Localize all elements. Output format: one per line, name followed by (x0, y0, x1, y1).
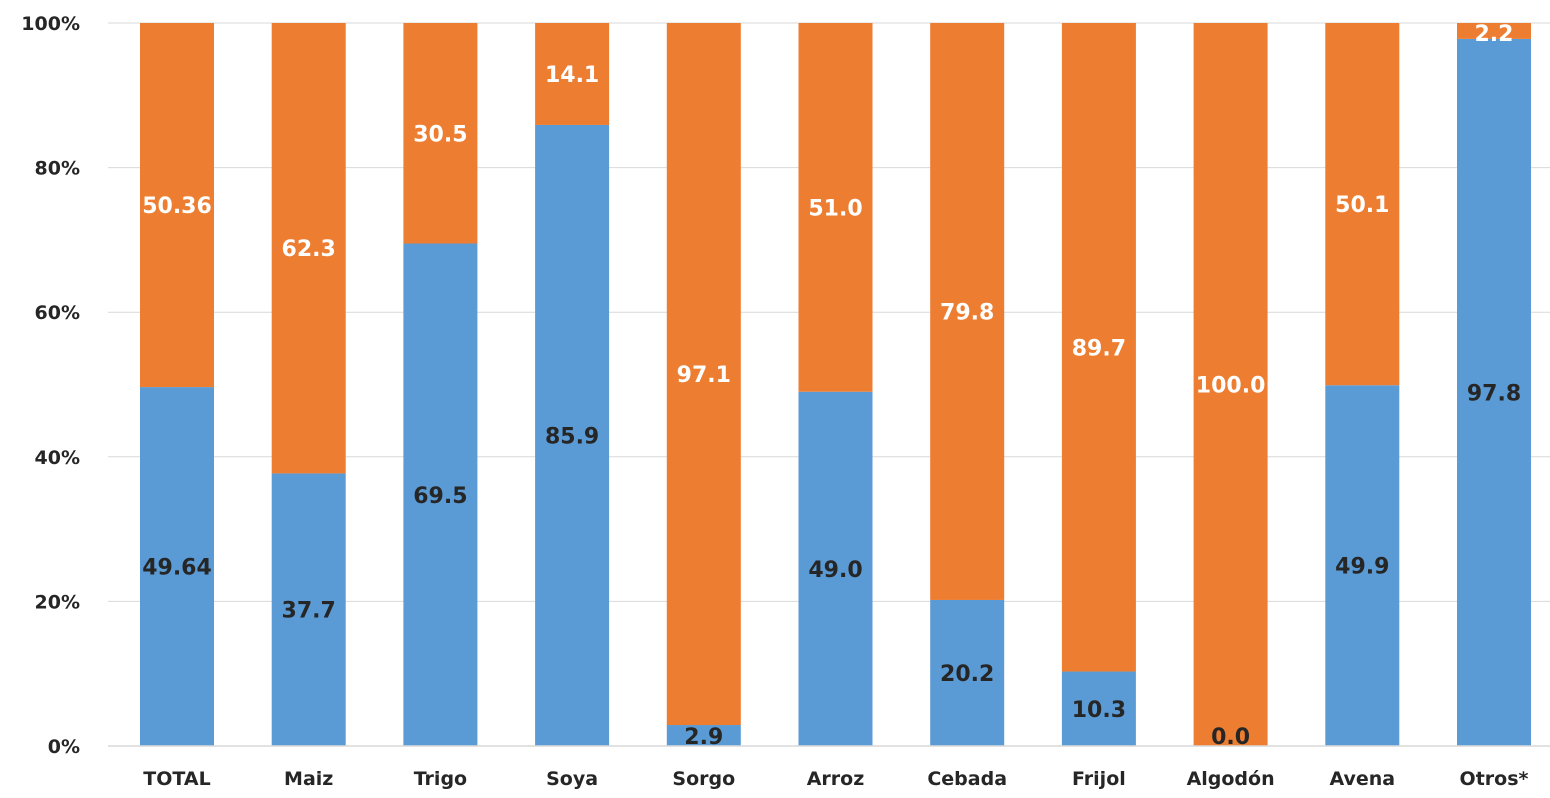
bar-segment-series-2 (271, 23, 346, 474)
data-label: 62.3 (282, 237, 336, 262)
data-label: 97.8 (1467, 381, 1521, 406)
x-tick-label: Trigo (414, 768, 467, 790)
data-label: 97.1 (677, 363, 731, 388)
bar-segment-series-2 (930, 23, 1005, 600)
data-label: 51.0 (808, 196, 862, 221)
data-label: 50.1 (1335, 193, 1389, 218)
bar-segment-series-1 (403, 243, 478, 746)
data-label: 49.64 (142, 556, 212, 581)
x-tick-label: Cebada (927, 768, 1007, 790)
bar-segment-series-1 (666, 725, 741, 746)
bar-segment-series-1 (1457, 38, 1531, 746)
data-label: 14.1 (545, 63, 599, 88)
data-label: 89.7 (1072, 336, 1126, 361)
data-label: 37.7 (282, 599, 336, 624)
bar-segment-series-1 (930, 599, 1005, 746)
y-tick-label: 60% (35, 302, 80, 324)
x-tick-label: Soya (546, 768, 598, 790)
bar-segment-series-2 (1193, 23, 1268, 746)
x-tick-label: Sorgo (672, 768, 735, 790)
x-tick-label: Avena (1329, 768, 1395, 790)
x-tick-label: Arroz (807, 768, 865, 790)
data-label: 2.2 (1475, 22, 1514, 47)
x-axis: TOTAL Maiz Trigo Soya Sorgo Arroz Cebada Frijol… (108, 745, 1550, 790)
bar-segment-series-2 (1457, 23, 1531, 39)
x-tick-label: Maiz (284, 768, 333, 790)
data-label: 30.5 (413, 122, 467, 147)
data-label: 85.9 (545, 424, 599, 449)
x-tick-label: Otros* (1460, 768, 1529, 790)
bar-segment-series-1 (1061, 671, 1136, 746)
bar-segment-series-2 (666, 23, 741, 726)
bar-segment-series-2 (403, 23, 478, 244)
y-axis: 0% 20% 40% 60% 80% 100% (21, 13, 80, 758)
y-tick-label: 0% (48, 736, 80, 758)
data-label: 20.2 (940, 662, 994, 687)
data-label: 79.8 (940, 300, 994, 325)
bar-segment-series-2 (798, 23, 873, 392)
x-tick-label: TOTAL (143, 768, 210, 790)
data-label: 100.0 (1196, 374, 1266, 399)
bar-segment-series-1 (1325, 385, 1400, 746)
bars (140, 23, 1531, 747)
data-label: 50.36 (142, 194, 212, 219)
x-tick-label: Algodón (1187, 768, 1275, 790)
y-tick-label: 100% (21, 13, 80, 35)
bar-segment-series-2 (1061, 23, 1136, 672)
bar-segment-series-1 (140, 387, 214, 746)
y-tick-label: 40% (35, 447, 80, 469)
data-label: 69.5 (413, 484, 467, 509)
bar-segment-series-2 (535, 23, 610, 125)
data-labels: 49.6450.3637.762.369.530.585.914.12.997.… (142, 22, 1521, 750)
bar-segment-series-1 (798, 391, 873, 746)
x-tick-label: Frijol (1072, 768, 1126, 790)
bar-segment-series-2 (1325, 23, 1400, 386)
data-label: 49.0 (808, 558, 862, 583)
bar-segment-series-2 (140, 23, 214, 388)
y-tick-label: 80% (35, 158, 80, 180)
bar-segment-series-1 (535, 124, 610, 747)
bar-segment-series-1 (271, 473, 346, 746)
data-label: 10.3 (1072, 698, 1126, 723)
data-label: 49.9 (1335, 555, 1389, 580)
y-tick-label: 20% (35, 591, 80, 613)
